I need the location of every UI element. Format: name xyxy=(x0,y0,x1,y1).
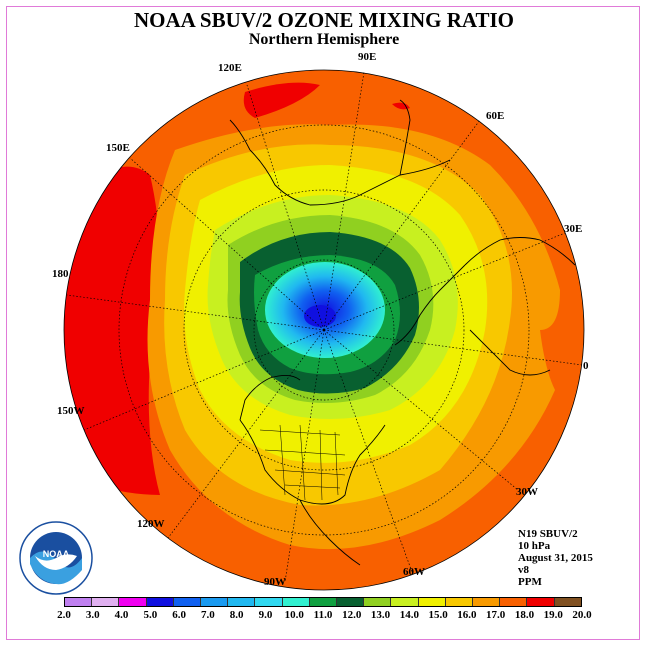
map-title: NOAA SBUV/2 OZONE MIXING RATIO xyxy=(134,8,514,32)
colorbar-swatch-1 xyxy=(92,598,120,606)
figure-frame xyxy=(6,6,640,640)
asia-inner-coast xyxy=(399,99,411,176)
central-america-coast xyxy=(299,499,361,566)
colorbar-swatch-15 xyxy=(473,598,501,606)
satellite-label: N19 SBUV/2 xyxy=(518,528,578,540)
lon-label-60w: 60W xyxy=(403,566,425,578)
lon-label-90w: 90W xyxy=(264,576,286,588)
ozone-contour-fills xyxy=(64,70,584,590)
africa-coast xyxy=(469,329,551,376)
meridian-90w xyxy=(284,329,325,583)
colorbar-label: 7.0 xyxy=(201,609,215,621)
lon-label-150w: 150W xyxy=(57,405,85,417)
meridian-150e xyxy=(129,157,325,331)
lon-label-30w: 30W xyxy=(516,486,538,498)
colorbar-label: 18.0 xyxy=(514,609,535,621)
colorbar-label: 19.0 xyxy=(543,609,563,621)
map-subtitle: Northern Hemisphere xyxy=(248,31,400,48)
contour-band-18-west xyxy=(64,166,160,495)
pressure-level-label: 10 hPa xyxy=(518,540,551,552)
colorbar-swatch-2 xyxy=(119,598,147,606)
europe-coast xyxy=(464,237,576,266)
colorbar-swatch-3 xyxy=(146,598,174,606)
colorbar-label: 11.0 xyxy=(313,609,333,621)
meridian-120e xyxy=(246,84,325,331)
colorbar-label: 17.0 xyxy=(486,609,506,621)
colorbar-label: 14.0 xyxy=(399,609,419,621)
colorbar-label: 10.0 xyxy=(284,609,304,621)
north-america-coast xyxy=(239,419,386,505)
coastlines xyxy=(229,99,576,566)
colorbar-label: 13.0 xyxy=(370,609,391,621)
meridian-150w xyxy=(83,329,325,431)
units-label: PPM xyxy=(518,576,542,588)
colorbar-label: 4.0 xyxy=(114,609,129,621)
meridian-30e xyxy=(323,232,566,331)
colorbar-label: 16.0 xyxy=(457,609,477,621)
colorbar-swatch-12 xyxy=(391,598,419,606)
contour-band-18-north xyxy=(243,82,320,118)
colorbar-swatch-11 xyxy=(364,598,392,606)
colorbar-swatch-0 xyxy=(65,598,93,606)
metadata-block: N19 SBUV/2 10 hPa August 31, 2015 v8 PPM xyxy=(518,528,593,588)
latitude-circle-50 xyxy=(183,189,465,471)
colorbar-swatch-16 xyxy=(500,598,528,606)
colorbar-swatch-10 xyxy=(337,598,365,606)
colorbar xyxy=(64,597,582,607)
colorbar-swatch-4 xyxy=(173,598,202,606)
date-label: August 31, 2015 xyxy=(518,552,593,564)
lon-label-0: 0 xyxy=(583,360,589,372)
meridian-120w xyxy=(167,329,325,539)
lon-label-30e: 30E xyxy=(564,223,583,235)
colorbar-swatch-18 xyxy=(554,598,581,606)
lon-label-90e: 90E xyxy=(358,51,377,63)
colorbar-swatch-8 xyxy=(282,598,310,606)
colorbar-label: 5.0 xyxy=(143,609,158,621)
colorbar-swatch-9 xyxy=(309,598,338,606)
ozone-minimum-center xyxy=(304,305,336,327)
version-label: v8 xyxy=(518,564,529,576)
colorbar-swatch-7 xyxy=(255,598,283,606)
noaa-logo: NOAA xyxy=(19,521,93,595)
contour-band-18-spot xyxy=(392,102,410,110)
latitude-circle-70 xyxy=(253,259,395,401)
colorbar-label: 3.0 xyxy=(85,609,100,621)
noaa-logo-text: NOAA xyxy=(43,549,70,559)
us-state-borders xyxy=(259,424,346,501)
colorbar-swatch-17 xyxy=(527,598,555,606)
lon-label-120e: 120E xyxy=(218,62,242,74)
colorbar-swatch-5 xyxy=(201,598,229,606)
meridian-180 xyxy=(66,294,325,331)
lon-label-120w: 120W xyxy=(137,518,165,530)
colorbar-swatch-14 xyxy=(445,598,474,606)
colorbar-label: 6.0 xyxy=(172,609,186,621)
greenland-coast xyxy=(394,264,466,346)
lon-label-180: 180 xyxy=(52,268,69,280)
colorbar-label: 9.0 xyxy=(258,609,273,621)
meridian-60e xyxy=(323,119,481,331)
colorbar-label: 12.0 xyxy=(342,609,362,621)
colorbar-label: 2.0 xyxy=(57,609,71,621)
colorbar-swatch-6 xyxy=(228,598,256,606)
colorbar-labels: 2.0 3.0 4.0 5.0 6.0 7.0 8.0 9.0 10.0 11.0 12.0 13.0… xyxy=(0,609,648,623)
meridian-0 xyxy=(323,329,583,366)
asia-coast xyxy=(249,149,451,206)
lon-label-150e: 150E xyxy=(106,142,130,154)
colorbar-label: 8.0 xyxy=(229,609,244,621)
map-boundary xyxy=(63,69,585,591)
east-asia-coast xyxy=(229,119,251,151)
colorbar-label: 20.0 xyxy=(572,609,592,621)
colorbar-label: 15.0 xyxy=(428,609,448,621)
colorbar-swatch-13 xyxy=(418,598,446,606)
meridian-60w xyxy=(323,329,413,573)
latitude-circle-30 xyxy=(118,124,530,536)
lon-label-60e: 60E xyxy=(486,110,505,122)
alaska-coast xyxy=(239,375,301,421)
